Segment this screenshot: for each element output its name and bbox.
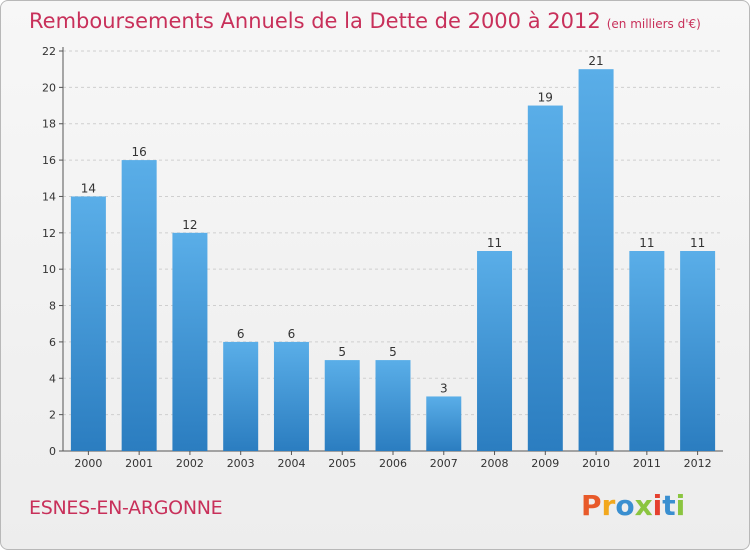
chart-subtitle: (en milliers d'€) — [606, 17, 701, 31]
x-tick-label: 2009 — [531, 457, 559, 470]
bar-2007 — [426, 396, 462, 451]
x-tick-label: 2000 — [74, 457, 102, 470]
y-tick-label: 4 — [49, 372, 56, 385]
x-tick-label: 2005 — [328, 457, 356, 470]
bar-2000 — [70, 196, 106, 451]
y-tick-label: 6 — [49, 336, 56, 349]
y-tick-label: 20 — [42, 81, 56, 94]
chart-title: Remboursements Annuels de la Dette de 20… — [29, 9, 701, 33]
x-tick-label: 2012 — [684, 457, 712, 470]
y-tick-label: 14 — [42, 190, 56, 203]
bar-2006 — [375, 360, 411, 451]
y-tick-label: 0 — [49, 445, 56, 458]
logo-letter: t — [662, 489, 676, 522]
bar-2010 — [578, 69, 614, 451]
y-tick-label: 8 — [49, 300, 56, 313]
x-tick-label: 2004 — [277, 457, 305, 470]
bar-value-label: 21 — [588, 54, 603, 68]
x-tick-label: 2010 — [582, 457, 610, 470]
bar-2003 — [223, 341, 259, 451]
bar-value-label: 5 — [338, 345, 346, 359]
logo-letter: i — [652, 489, 663, 522]
y-tick-label: 16 — [42, 154, 56, 167]
x-tick-label: 2006 — [379, 457, 407, 470]
bar-value-label: 3 — [440, 381, 448, 395]
bar-value-label: 6 — [288, 327, 296, 341]
logo-letter: r — [601, 489, 616, 522]
x-tick-label: 2007 — [430, 457, 458, 470]
x-tick-label: 2002 — [176, 457, 204, 470]
bar-2002 — [172, 232, 208, 451]
x-tick-label: 2003 — [227, 457, 255, 470]
x-tick-label: 2008 — [481, 457, 509, 470]
x-tick-label: 2001 — [125, 457, 153, 470]
bar-value-label: 6 — [237, 327, 245, 341]
axes: 0 2 4 6 8 10 12 14 16 18 20 22 2000 2001 2002 2003 2004 2… — [42, 45, 723, 470]
logo-letter: P — [581, 489, 602, 522]
chart-title-text: Remboursements Annuels de la Dette de 20… — [29, 9, 601, 33]
bar-value-label: 11 — [690, 236, 705, 250]
y-tick-label: 2 — [49, 409, 56, 422]
town-name: ESNES-EN-ARGONNE — [29, 497, 223, 519]
bar-value-label: 19 — [538, 91, 553, 105]
logo-letter: i — [675, 489, 686, 522]
bars: 14 16 12 6 6 5 5 3 11 19 21 11 11 — [70, 54, 716, 451]
bar-2012 — [680, 251, 716, 451]
bar-value-label: 12 — [182, 218, 197, 232]
logo-letter: x — [634, 489, 653, 522]
bar-2011 — [629, 251, 665, 451]
bar-2009 — [527, 105, 563, 451]
bar-2001 — [121, 160, 157, 451]
bar-2008 — [477, 251, 513, 451]
y-tick-label: 10 — [42, 263, 56, 276]
bar-2005 — [324, 360, 360, 451]
y-tick-label: 12 — [42, 227, 56, 240]
bar-2004 — [273, 341, 309, 451]
bar-value-label: 11 — [639, 236, 654, 250]
proxiti-logo[interactable]: Proxiti — [581, 489, 685, 522]
logo-letter: o — [615, 489, 635, 522]
x-tick-label: 2011 — [633, 457, 661, 470]
bar-value-label: 5 — [389, 345, 397, 359]
y-tick-label: 18 — [42, 118, 56, 131]
bar-value-label: 14 — [81, 181, 96, 195]
y-tick-label: 22 — [42, 45, 56, 58]
bar-value-label: 16 — [132, 145, 147, 159]
bar-value-label: 11 — [487, 236, 502, 250]
